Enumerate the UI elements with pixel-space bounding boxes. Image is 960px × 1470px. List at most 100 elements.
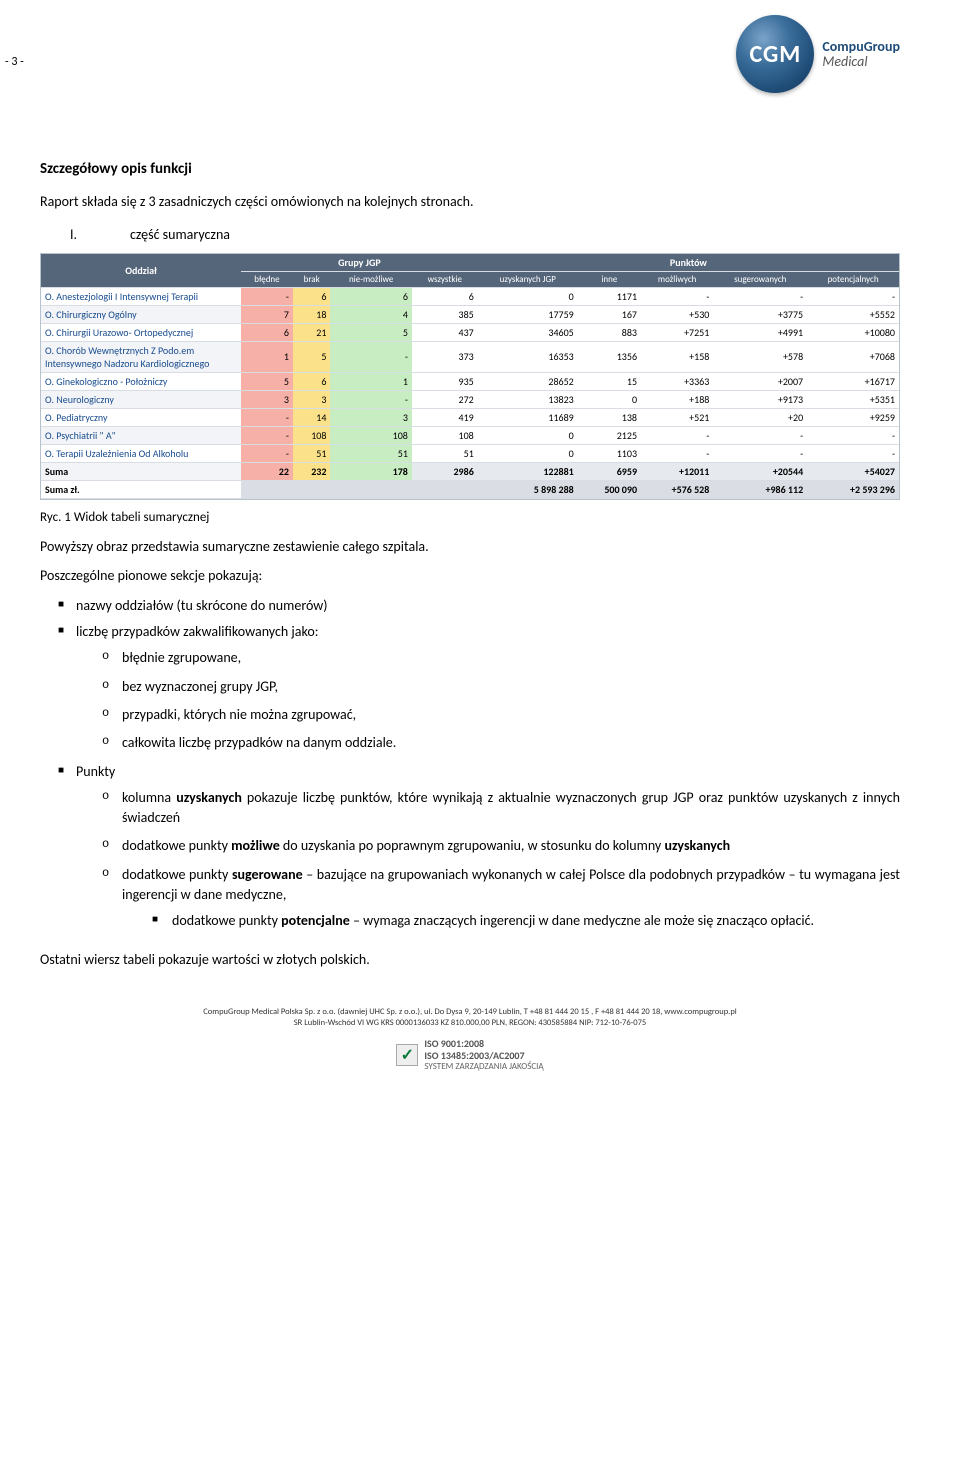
th-wszystkie: wszystkie — [412, 271, 478, 287]
table-cell: +188 — [641, 390, 713, 408]
th-punktow: Punktów — [478, 254, 899, 272]
logo-sphere: CGM — [736, 15, 814, 93]
table-cell: - — [641, 426, 713, 444]
table-cell: 6 — [412, 287, 478, 305]
table-cell: 6 — [241, 323, 293, 341]
bullet-3-text: Punkty — [76, 763, 115, 780]
sub-list-cases: błędnie zgrupowane, bez wyznaczonej grup… — [102, 648, 900, 753]
pk-b: dodatkowe punkty możliwe do uzyskania po… — [102, 836, 900, 856]
table-cell: 5 — [330, 323, 411, 341]
th-bledne: błędne — [241, 271, 293, 287]
pk-a-bold: uzyskanych — [176, 789, 242, 806]
table-row-sumzl: Suma zł.5 898 288500 090+576 528+986 112… — [41, 480, 899, 498]
part-heading: I. część sumaryczna — [70, 226, 900, 243]
table-row: O. Chirurgiczny Ogólny718438517759167+53… — [41, 305, 899, 323]
footer-line1: CompuGroup Medical Polska Sp. z o.o. (da… — [40, 1007, 900, 1017]
bullet-1: nazwy oddziałów (tu skrócone do numerów) — [58, 596, 900, 616]
table-cell: 6 — [293, 372, 330, 390]
table-cell: 6 — [293, 287, 330, 305]
table-cell: 0 — [478, 287, 578, 305]
table-cell: +10080 — [807, 323, 899, 341]
table-cell: 385 — [412, 305, 478, 323]
table-cell: 1171 — [578, 287, 641, 305]
table-cell: 1 — [241, 341, 293, 372]
iso-text: ISO 9001:2008 ISO 13485:2003/AC2007 SYST… — [424, 1038, 543, 1072]
table-cell: 2125 — [578, 426, 641, 444]
table-body: O. Anestezjologii I Intensywnej Terapii -… — [41, 287, 899, 498]
table-cell: 14 — [293, 408, 330, 426]
table-cell: - — [330, 341, 411, 372]
pk-c-pre: dodatkowe punkty — [122, 866, 232, 883]
bullet-2-text: liczbę przypadków zakwalifikowanych jako… — [76, 623, 318, 640]
table-cell: 16353 — [478, 341, 578, 372]
table-cell: +5351 — [807, 390, 899, 408]
th-uzyskanych: uzyskanych JGP — [478, 271, 578, 287]
table-caption: Ryc. 1 Widok tabeli sumarycznej — [40, 510, 900, 525]
pk-c-bold: sugerowane — [232, 866, 303, 883]
table-row-sum: Suma2223217829861228816959+12011+20544+5… — [41, 462, 899, 480]
table-cell: O. Anestezjologii I Intensywnej Terapii — [41, 287, 241, 305]
table-cell: 28652 — [478, 372, 578, 390]
bullet-list: nazwy oddziałów (tu skrócone do numerów)… — [58, 596, 900, 932]
th-sugerowanych: sugerowanych — [713, 271, 807, 287]
table-cell: +2007 — [713, 372, 807, 390]
table-cell: 15 — [578, 372, 641, 390]
pk-a-pre: kolumna — [122, 789, 176, 806]
table-cell: 5 — [241, 372, 293, 390]
table-cell: +54027 — [807, 462, 899, 480]
sub-list-points: kolumna uzyskanych pokazuje liczbę punkt… — [102, 788, 900, 932]
table-cell: - — [641, 287, 713, 305]
th-mozliwych: możliwych — [641, 271, 713, 287]
pk-a: kolumna uzyskanych pokazuje liczbę punkt… — [102, 788, 900, 829]
table-cell: 51 — [330, 444, 411, 462]
table-cell: O. Neurologiczny — [41, 390, 241, 408]
table-cell: - — [330, 390, 411, 408]
table-cell: - — [241, 426, 293, 444]
footer: CompuGroup Medical Polska Sp. z o.o. (da… — [40, 1007, 900, 1072]
table-cell: +16717 — [807, 372, 899, 390]
table-cell: O. Chorób Wewnętrznych Z Podo.em Intensy… — [41, 341, 241, 372]
table-cell: 3 — [293, 390, 330, 408]
table-cell: +578 — [713, 341, 807, 372]
table-cell: Suma zł. — [41, 480, 241, 498]
table-cell: 108 — [330, 426, 411, 444]
table-cell: +3775 — [713, 305, 807, 323]
table-cell: 883 — [578, 323, 641, 341]
sub-d: całkowita liczbę przypadków na danym odd… — [102, 733, 900, 753]
table-cell: 167 — [578, 305, 641, 323]
table-cell: 17759 — [478, 305, 578, 323]
table-cell: 11689 — [478, 408, 578, 426]
table-cell: 51 — [412, 444, 478, 462]
pk-b-pre: dodatkowe punkty — [122, 837, 231, 854]
table-cell: 272 — [412, 390, 478, 408]
table-cell: O. Pediatryczny — [41, 408, 241, 426]
bullet-2: liczbę przypadków zakwalifikowanych jako… — [58, 622, 900, 753]
table-cell: 500 090 — [578, 480, 641, 498]
table-cell: 5 — [293, 341, 330, 372]
table-cell: O. Psychiatrii " A" — [41, 426, 241, 444]
pk-b-mid: do uzyskania po poprawnym zgrupowaniu, w… — [280, 837, 665, 854]
table-cell: +12011 — [641, 462, 713, 480]
iso-line3: SYSTEM ZARZĄDZANIA JAKOŚCIĄ — [424, 1061, 543, 1072]
table-cell: 108 — [412, 426, 478, 444]
table-cell: 6 — [330, 287, 411, 305]
table-cell: - — [807, 287, 899, 305]
pk-b-bold2: uzyskanych — [664, 837, 730, 854]
table-row: O. Pediatryczny-14341911689138+521+20+92… — [41, 408, 899, 426]
logo-name: CompuGroup — [822, 39, 900, 54]
closing-text: Ostatni wiersz tabeli pokazuje wartości … — [40, 950, 900, 970]
table-cell: 34605 — [478, 323, 578, 341]
check-icon: ✓ — [396, 1044, 418, 1066]
table-cell: +20544 — [713, 462, 807, 480]
table-row: O. Anestezjologii I Intensywnej Terapii -… — [41, 287, 899, 305]
logo-text: CompuGroup Medical — [822, 39, 900, 70]
pk-d-pre: dodatkowe punkty — [172, 912, 281, 929]
table-cell — [241, 480, 293, 498]
table-cell: 1 — [330, 372, 411, 390]
table-cell: +576 528 — [641, 480, 713, 498]
table-cell: O. Chirurgii Urazowo- Ortopedycznej — [41, 323, 241, 341]
table-cell: - — [713, 426, 807, 444]
table-cell: - — [241, 444, 293, 462]
table-cell: - — [807, 426, 899, 444]
table-cell: 419 — [412, 408, 478, 426]
